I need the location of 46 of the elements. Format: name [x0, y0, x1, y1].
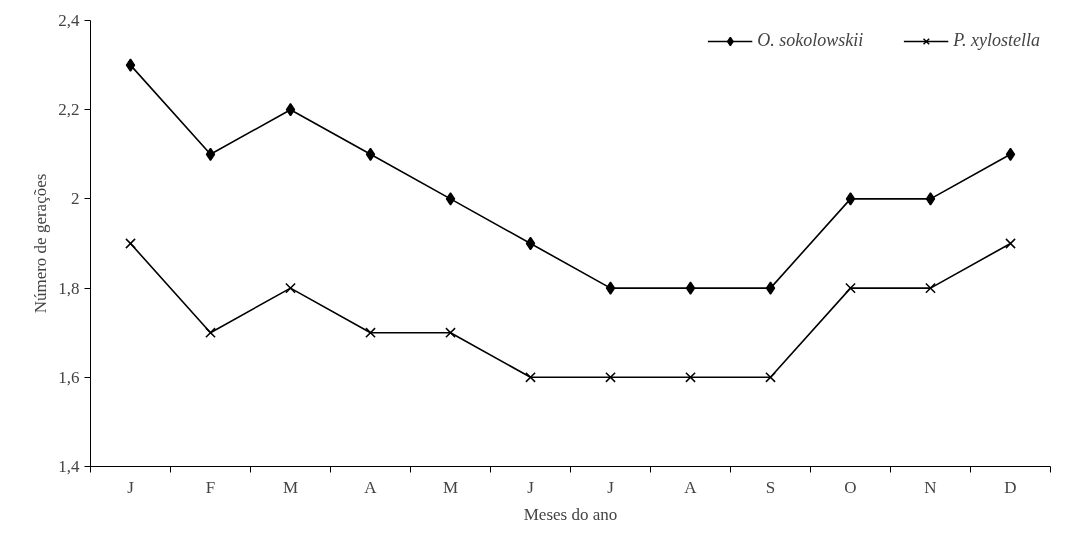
point: [685, 371, 696, 383]
x-tick-label: A: [684, 477, 698, 497]
point: [845, 282, 856, 294]
point: [765, 281, 776, 295]
x-axis-title: Meses do ano: [523, 504, 618, 524]
x-tick-label: A: [364, 477, 378, 497]
x-tick-label: S: [765, 477, 776, 497]
y-tick-label: 1,4: [58, 457, 80, 476]
x-tick-label: M: [282, 477, 299, 497]
point: [605, 371, 616, 383]
point: [925, 282, 936, 294]
y-tick-label: 2,2: [58, 100, 80, 120]
point: [1005, 147, 1016, 162]
point: [445, 327, 456, 339]
point: [285, 282, 296, 294]
point: [925, 192, 936, 206]
x-tick-label: F: [205, 477, 216, 497]
y-tick-label: 2: [71, 189, 80, 209]
point: [605, 281, 616, 295]
legend-label: P. xylostella: [953, 30, 1040, 51]
x-tick-label: J: [527, 477, 535, 497]
point: [525, 371, 536, 383]
y-tick-label: 1,6: [58, 367, 80, 387]
y-tick-label: 1,8: [58, 278, 80, 298]
point: [1005, 238, 1016, 249]
point: [285, 102, 296, 117]
y-tick-label: 2,4: [58, 11, 80, 30]
point: [525, 236, 536, 251]
x-tick-label: N: [924, 477, 937, 497]
point: [845, 192, 856, 206]
point: [365, 327, 376, 339]
point: [445, 192, 456, 206]
point: [125, 58, 136, 72]
x-tick-label: D: [1004, 477, 1017, 497]
point: [125, 238, 136, 249]
y-axis-title: Número de gerações: [31, 173, 51, 314]
point: [205, 327, 216, 339]
legend-label: O. sokolowskii: [757, 30, 864, 51]
point: [685, 281, 696, 295]
x-tick-label: M: [442, 477, 459, 497]
x-tick-label: J: [127, 477, 135, 497]
x-tick-label: J: [607, 477, 615, 497]
point: [365, 147, 376, 162]
point: [765, 371, 776, 383]
x-tick-label: O: [844, 477, 857, 497]
point: [205, 147, 216, 162]
